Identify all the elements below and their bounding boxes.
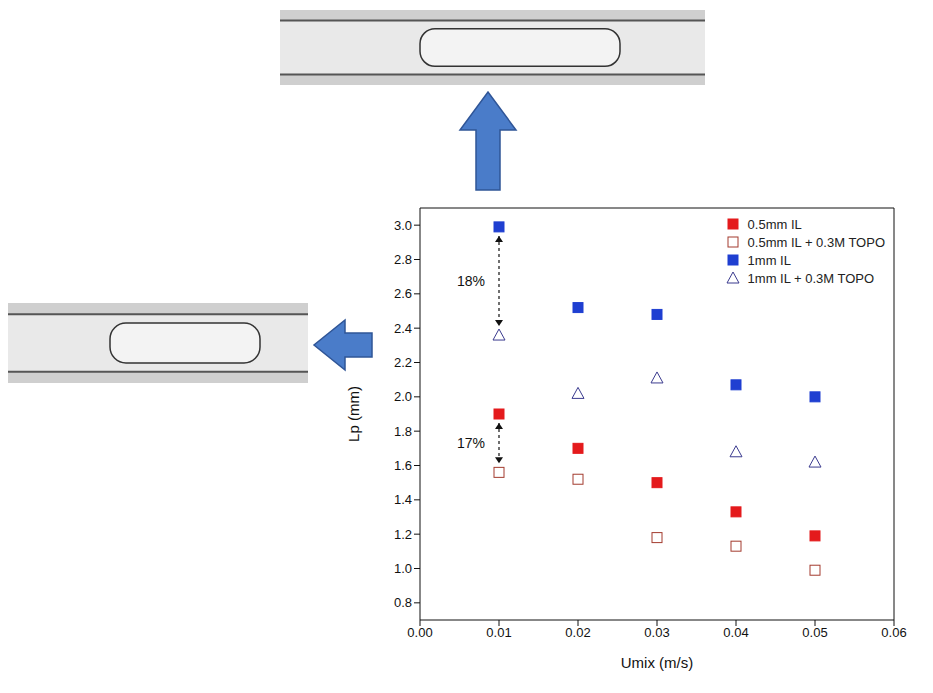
- svg-text:0.04: 0.04: [723, 625, 748, 640]
- html-text:0.5mm IL + 0.3M TOPO: 0.5mm IL + 0.3M TOPO: [747, 234, 885, 250]
- svg-text:2.6: 2.6: [394, 286, 412, 301]
- svg-text:0.06: 0.06: [881, 625, 906, 640]
- svg-text:0.00: 0.00: [407, 625, 432, 640]
- svg-text:0.02: 0.02: [565, 625, 590, 640]
- svg-text:1.0: 1.0: [394, 561, 412, 576]
- svg-text:1.8: 1.8: [394, 424, 412, 439]
- svg-text:Umix (m/s): Umix (m/s): [621, 654, 693, 671]
- svg-text:2.8: 2.8: [394, 252, 412, 267]
- svg-text:1.6: 1.6: [394, 458, 412, 473]
- svg-text:3.0: 3.0: [394, 218, 412, 233]
- svg-text:17%: 17%: [457, 435, 485, 451]
- html-text:1mm IL + 0.3M TOPO: 1mm IL + 0.3M TOPO: [747, 270, 875, 286]
- svg-text:0.03: 0.03: [644, 625, 669, 640]
- html-text:1mm IL: 1mm IL: [747, 252, 791, 268]
- html-text:0.5mm IL: 0.5mm IL: [747, 216, 802, 232]
- svg-text:2.4: 2.4: [394, 321, 412, 336]
- svg-text:0.01: 0.01: [486, 625, 511, 640]
- svg-text:1.2: 1.2: [394, 527, 412, 542]
- svg-text:0.8: 0.8: [394, 595, 412, 610]
- svg-text:2.2: 2.2: [394, 355, 412, 370]
- svg-text:18%: 18%: [457, 273, 485, 289]
- svg-text:2.0: 2.0: [394, 389, 412, 404]
- svg-text:0.05: 0.05: [802, 625, 827, 640]
- svg-text:Lp (mm): Lp (mm): [345, 386, 362, 442]
- svg-text:1.4: 1.4: [394, 492, 412, 507]
